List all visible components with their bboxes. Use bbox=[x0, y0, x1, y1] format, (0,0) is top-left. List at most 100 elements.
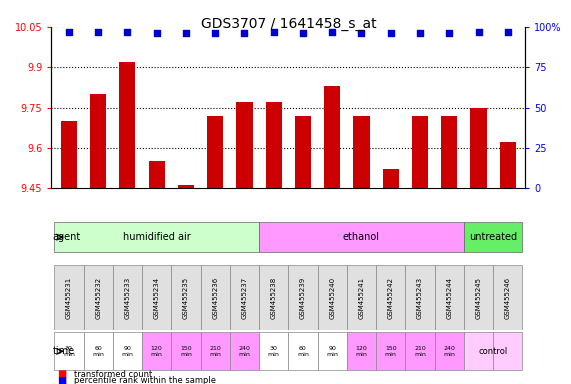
Point bbox=[474, 29, 483, 35]
Bar bbox=[83, 332, 113, 370]
Bar bbox=[54, 265, 83, 330]
Bar bbox=[435, 265, 464, 330]
Bar bbox=[54, 332, 83, 370]
Bar bbox=[464, 265, 493, 330]
Text: 90
min: 90 min bbox=[326, 346, 338, 357]
Bar bbox=[471, 108, 486, 188]
Bar bbox=[324, 86, 340, 188]
Text: 60
min: 60 min bbox=[93, 346, 104, 357]
Text: GSM455232: GSM455232 bbox=[95, 276, 101, 319]
Text: 150
min: 150 min bbox=[385, 346, 397, 357]
Point bbox=[299, 30, 308, 36]
Text: ethanol: ethanol bbox=[343, 232, 380, 242]
Text: control: control bbox=[478, 347, 508, 356]
Text: 30
min: 30 min bbox=[63, 346, 75, 357]
Text: time: time bbox=[53, 346, 75, 356]
Text: GSM455233: GSM455233 bbox=[124, 276, 130, 319]
Text: ■: ■ bbox=[57, 376, 66, 384]
Point bbox=[211, 30, 220, 36]
Point bbox=[386, 30, 395, 36]
Text: GSM455234: GSM455234 bbox=[154, 276, 160, 319]
Bar bbox=[171, 265, 200, 330]
Text: GSM455237: GSM455237 bbox=[242, 276, 247, 319]
Text: GSM455238: GSM455238 bbox=[271, 276, 277, 319]
Text: ■: ■ bbox=[57, 369, 66, 379]
Bar bbox=[148, 161, 165, 188]
Bar bbox=[207, 116, 223, 188]
Text: GSM455241: GSM455241 bbox=[359, 276, 364, 319]
Bar bbox=[200, 265, 230, 330]
Text: transformed count: transformed count bbox=[74, 370, 152, 379]
Point bbox=[94, 29, 103, 35]
Bar bbox=[200, 332, 230, 370]
Bar bbox=[376, 265, 405, 330]
Text: GSM455231: GSM455231 bbox=[66, 276, 72, 319]
Point bbox=[416, 30, 425, 36]
Text: 120
min: 120 min bbox=[151, 346, 163, 357]
Text: 210
min: 210 min bbox=[414, 346, 426, 357]
Bar bbox=[383, 169, 399, 188]
Point bbox=[357, 30, 366, 36]
Bar bbox=[90, 94, 106, 188]
Bar bbox=[317, 265, 347, 330]
Bar bbox=[464, 332, 493, 370]
Text: percentile rank within the sample: percentile rank within the sample bbox=[74, 376, 216, 384]
Point bbox=[152, 30, 161, 36]
Bar bbox=[142, 332, 171, 370]
Text: GSM455244: GSM455244 bbox=[447, 276, 452, 319]
Bar bbox=[493, 332, 522, 370]
Text: 240
min: 240 min bbox=[239, 346, 251, 357]
Bar bbox=[347, 332, 376, 370]
Text: 30
min: 30 min bbox=[268, 346, 280, 357]
Text: GSM455235: GSM455235 bbox=[183, 276, 189, 319]
Text: untreated: untreated bbox=[469, 232, 517, 242]
Bar bbox=[412, 116, 428, 188]
Text: GSM455239: GSM455239 bbox=[300, 276, 306, 319]
Bar bbox=[493, 265, 522, 330]
Bar bbox=[405, 332, 435, 370]
Bar bbox=[288, 332, 317, 370]
Text: 90
min: 90 min bbox=[122, 346, 134, 357]
Bar bbox=[295, 116, 311, 188]
Bar bbox=[347, 265, 376, 330]
Point bbox=[328, 29, 337, 35]
Bar bbox=[230, 265, 259, 330]
Bar bbox=[405, 265, 435, 330]
Point bbox=[65, 29, 74, 35]
Text: 120
min: 120 min bbox=[356, 346, 367, 357]
Bar bbox=[464, 222, 522, 252]
Text: GSM455242: GSM455242 bbox=[388, 276, 394, 319]
Bar bbox=[61, 121, 77, 188]
Text: agent: agent bbox=[53, 232, 81, 242]
Bar bbox=[171, 332, 200, 370]
Text: GSM455243: GSM455243 bbox=[417, 276, 423, 319]
Text: 210
min: 210 min bbox=[210, 346, 221, 357]
Bar bbox=[317, 332, 347, 370]
Text: GSM455246: GSM455246 bbox=[505, 276, 511, 319]
Bar bbox=[259, 222, 464, 252]
Bar bbox=[376, 332, 405, 370]
Text: 150
min: 150 min bbox=[180, 346, 192, 357]
Text: 240
min: 240 min bbox=[443, 346, 455, 357]
Bar bbox=[142, 265, 171, 330]
Text: GDS3707 / 1641458_s_at: GDS3707 / 1641458_s_at bbox=[200, 17, 376, 31]
Point bbox=[182, 30, 191, 36]
Bar bbox=[119, 62, 135, 188]
Point bbox=[123, 29, 132, 35]
Bar bbox=[441, 116, 457, 188]
Point bbox=[269, 29, 278, 35]
Point bbox=[240, 30, 249, 36]
Bar bbox=[435, 332, 464, 370]
Text: humidified air: humidified air bbox=[123, 232, 191, 242]
Bar bbox=[113, 332, 142, 370]
Text: GSM455236: GSM455236 bbox=[212, 276, 218, 319]
Point bbox=[503, 29, 512, 35]
Bar bbox=[83, 265, 113, 330]
Bar bbox=[353, 116, 369, 188]
Bar bbox=[266, 102, 282, 188]
Text: GSM455245: GSM455245 bbox=[476, 276, 481, 319]
Bar bbox=[259, 265, 288, 330]
Bar bbox=[259, 332, 288, 370]
Bar bbox=[113, 265, 142, 330]
Bar bbox=[236, 102, 252, 188]
